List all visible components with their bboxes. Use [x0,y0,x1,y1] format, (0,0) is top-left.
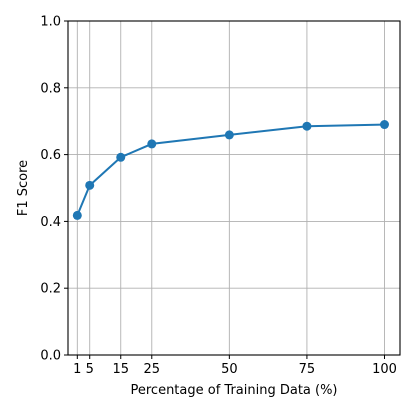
x-tick-label: 50 [221,362,238,377]
tick-group: 1 5 15 25 50 75 100 0.0 0.2 0.4 0.6 0.8 1.0 [40,15,397,378]
data-point [302,121,312,131]
data-point [379,120,389,130]
y-tick-label: 0.0 [40,349,61,364]
x-tick-label: 100 [372,362,397,377]
plot-frame [67,20,401,356]
y-axis-label: F1 Score [16,160,31,216]
series-group [72,120,389,220]
x-tick-label: 15 [112,362,129,377]
data-point [72,210,82,220]
x-tick-label: 5 [86,362,94,377]
x-tick-label: 1 [73,362,81,377]
y-tick-label: 0.8 [40,81,61,96]
data-point [147,139,157,149]
y-tick-label: 0.6 [40,148,61,163]
data-point [224,130,234,140]
y-tick-label: 0.4 [40,215,61,230]
x-axis-label: Percentage of Training Data (%) [130,383,337,398]
data-point [116,152,126,162]
grid [68,20,400,356]
y-tick-label: 0.2 [40,282,61,297]
x-tick-label: 75 [299,362,316,377]
data-point [85,180,95,190]
x-tick-label: 25 [144,362,161,377]
y-tick-label: 1.0 [40,15,61,30]
